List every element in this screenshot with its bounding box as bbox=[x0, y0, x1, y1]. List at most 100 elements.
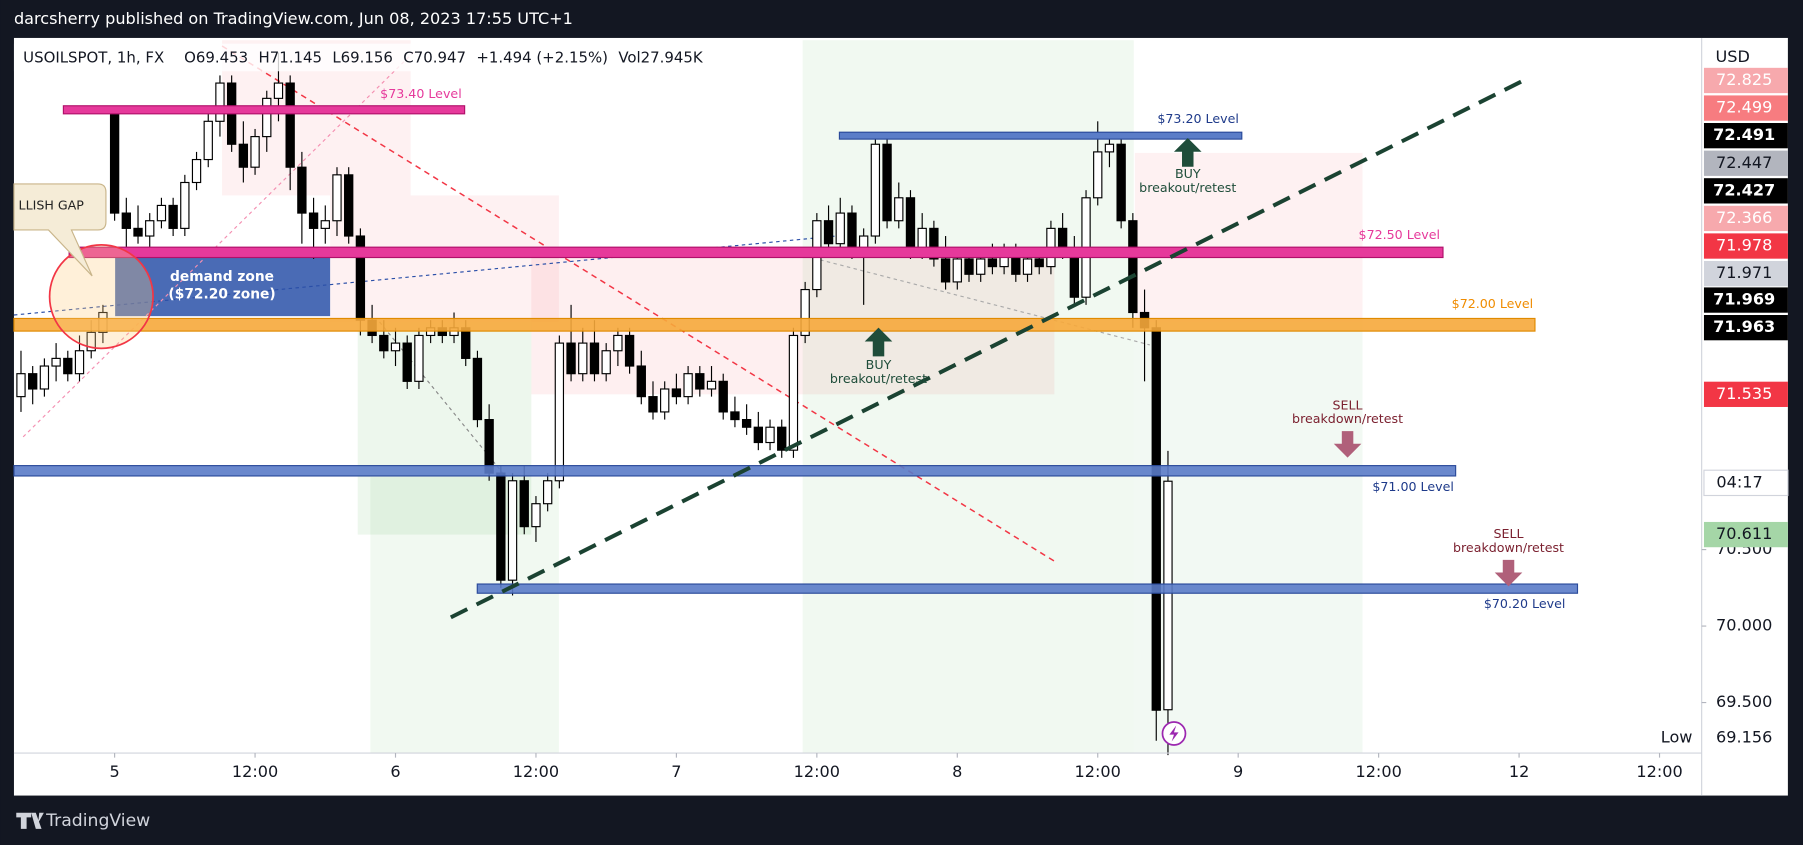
price-marker bbox=[1703, 381, 1788, 407]
candle-body bbox=[332, 174, 342, 222]
candle-body bbox=[894, 197, 904, 222]
y-tick-label: 70.000 bbox=[1716, 616, 1772, 635]
countdown-bg bbox=[1703, 469, 1789, 497]
candle-body bbox=[730, 411, 740, 421]
legend-field: L69.156 bbox=[332, 49, 393, 67]
price-marker bbox=[1703, 287, 1788, 313]
candle-body bbox=[531, 503, 541, 528]
candle-body bbox=[847, 212, 857, 252]
x-tick-label: 12:00 bbox=[1636, 762, 1682, 781]
candle-body bbox=[823, 220, 834, 245]
price-marker bbox=[1703, 315, 1788, 341]
x-tick-label: 6 bbox=[390, 762, 400, 781]
candle-body bbox=[695, 373, 705, 390]
candle-body bbox=[624, 334, 635, 367]
candle-body bbox=[63, 357, 73, 375]
price-marker bbox=[1703, 521, 1788, 548]
candle-body bbox=[542, 480, 553, 505]
axes: 5 12:00 6 12:00 7 12:00 8 12:00 9 12:00 12 12:00 70.… bbox=[109, 67, 1789, 781]
footer: TradingView bbox=[45, 811, 150, 831]
candle-body bbox=[507, 480, 518, 581]
signal-label: breakout/retest bbox=[830, 371, 927, 386]
candle-body bbox=[51, 357, 61, 367]
level-label: $73.40 Level bbox=[380, 86, 462, 101]
price-marker bbox=[1703, 95, 1788, 121]
candle-body bbox=[788, 334, 799, 451]
callout-text: LLISH GAP bbox=[19, 197, 85, 212]
candle-body bbox=[168, 204, 178, 229]
candle-body bbox=[1069, 250, 1080, 298]
candle-body bbox=[273, 82, 284, 99]
candle-body bbox=[402, 342, 412, 382]
signal-label: SELL bbox=[1493, 526, 1523, 541]
legend-field: Vol27.945K bbox=[618, 49, 704, 67]
legend-field: C70.947 bbox=[403, 49, 466, 67]
publisher: darcsherry published on TradingView.com,… bbox=[14, 9, 573, 28]
candle-body bbox=[741, 419, 752, 428]
x-tick-label: 12:00 bbox=[513, 762, 559, 781]
candle-body bbox=[648, 396, 658, 413]
candle-body bbox=[636, 365, 646, 398]
candle-body bbox=[180, 181, 190, 229]
signal-label: breakdown/retest bbox=[1292, 411, 1403, 426]
x-tick-label: 12:00 bbox=[1355, 762, 1401, 781]
zone-label: ($72.20 zone) bbox=[168, 286, 275, 302]
low-value: 69.156 bbox=[1716, 728, 1772, 747]
level-bar bbox=[62, 105, 466, 115]
price-marker-label: 72.447 bbox=[1716, 153, 1772, 172]
level-bar bbox=[476, 583, 1579, 594]
x-tick-label: 12:00 bbox=[1075, 762, 1121, 781]
price-marker-label: 72.499 bbox=[1716, 98, 1772, 117]
candle-body bbox=[262, 97, 272, 138]
x-tick-label: 12 bbox=[1509, 762, 1529, 781]
candle-body bbox=[601, 350, 611, 375]
price-marker-label: 71.535 bbox=[1716, 384, 1772, 403]
price-marker-label: 72.427 bbox=[1713, 180, 1775, 199]
level-bar bbox=[838, 131, 1243, 140]
trend-line bbox=[22, 51, 415, 438]
candle-body bbox=[285, 82, 295, 168]
buy-arrow bbox=[1173, 137, 1202, 167]
candle-body bbox=[145, 220, 155, 237]
legend-field: H71.145 bbox=[258, 49, 322, 67]
signal-label: BUY bbox=[866, 357, 892, 372]
candle-body bbox=[215, 82, 225, 122]
zone bbox=[1134, 152, 1363, 322]
candle-body bbox=[519, 480, 529, 528]
candle-body bbox=[1163, 480, 1173, 711]
candle-body bbox=[835, 212, 845, 245]
currency: USD bbox=[1716, 47, 1750, 66]
level-label: $72.50 Level bbox=[1359, 227, 1441, 242]
candle-body bbox=[718, 380, 728, 413]
x-tick-label: 9 bbox=[1233, 762, 1243, 781]
legend-bg bbox=[13, 43, 670, 72]
candle-body bbox=[566, 342, 576, 375]
logo bbox=[16, 812, 44, 829]
candle-body bbox=[706, 380, 717, 390]
x-tick-label: 12:00 bbox=[232, 762, 278, 781]
candle-body bbox=[414, 334, 424, 382]
candle-body bbox=[554, 342, 565, 482]
zone-label: demand zone bbox=[170, 269, 274, 285]
candle-body bbox=[472, 357, 483, 421]
x-tick-label: 5 bbox=[109, 762, 119, 781]
candle-body bbox=[39, 365, 50, 390]
price-marker-label: 71.963 bbox=[1713, 317, 1775, 336]
signal-label: breakout/retest bbox=[1139, 180, 1236, 195]
callout bbox=[13, 183, 107, 277]
candle-body bbox=[882, 143, 892, 222]
candle-body bbox=[660, 388, 670, 413]
candle-body bbox=[976, 258, 986, 275]
candle-body bbox=[461, 327, 471, 359]
price-marker bbox=[1703, 123, 1788, 149]
candle-body bbox=[800, 288, 810, 337]
price-marker-label: 72.491 bbox=[1713, 125, 1775, 144]
trend-line bbox=[221, 45, 1059, 564]
price-marker-label: 71.971 bbox=[1716, 263, 1772, 282]
candle-body bbox=[964, 258, 974, 275]
candle-body bbox=[940, 258, 951, 283]
candle-body bbox=[28, 373, 38, 390]
candle-body bbox=[109, 113, 120, 214]
candle-body bbox=[905, 197, 916, 252]
